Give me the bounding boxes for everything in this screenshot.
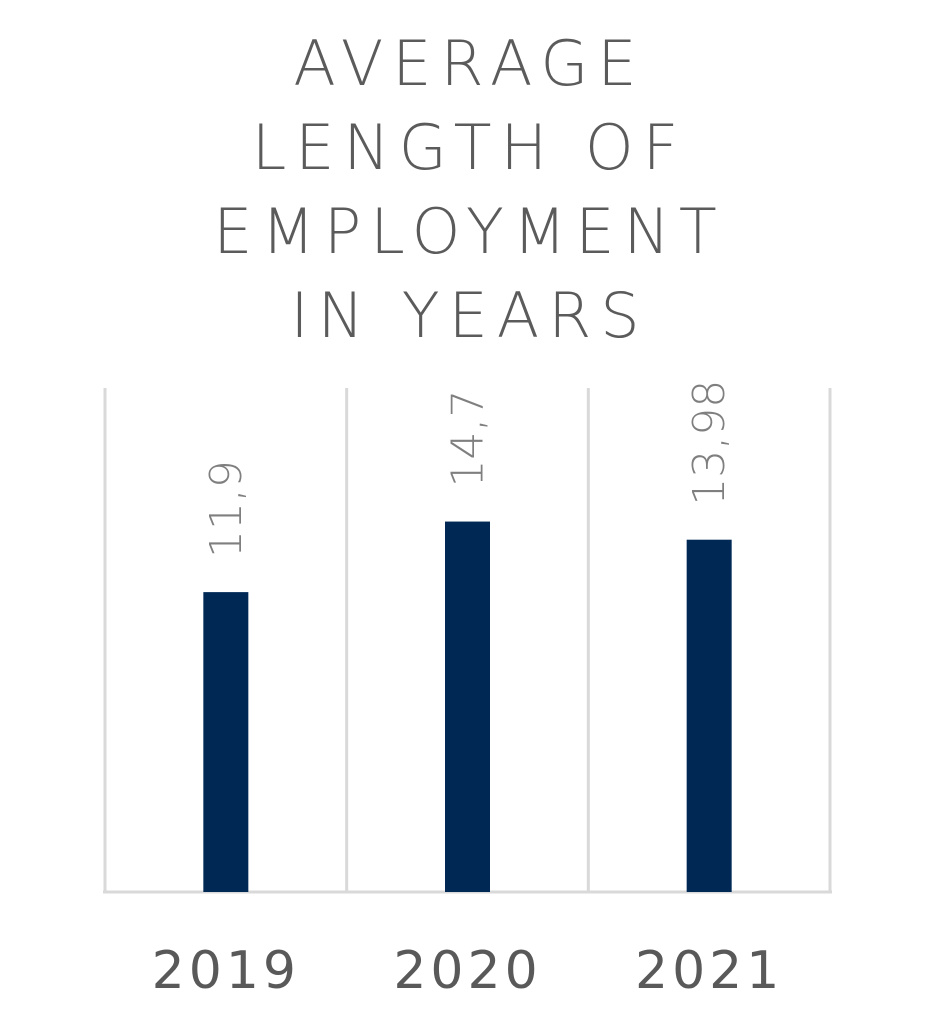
- x-tick-label-2020: 2020: [393, 941, 541, 1001]
- chart-title: AVERAGE LENGTH OF EMPLOYMENT IN YEARS: [0, 22, 939, 358]
- data-label-2019: 11,9: [201, 460, 252, 558]
- chart-title-line-3: EMPLOYMENT: [213, 195, 726, 268]
- chart-title-line-4: IN YEARS: [290, 279, 649, 352]
- bar-2021: [686, 539, 732, 892]
- chart-title-line-2: LENGTH OF: [251, 111, 688, 184]
- chart-title-line-1: AVERAGE: [293, 27, 646, 100]
- x-tick-label-2019: 2019: [152, 941, 300, 1001]
- data-label-2020: 14,7: [443, 390, 494, 488]
- x-tick-label-2021: 2021: [635, 941, 783, 1001]
- data-label-2021: 13,98: [684, 380, 735, 506]
- bar-2019: [203, 592, 249, 892]
- bar-2020: [445, 521, 490, 892]
